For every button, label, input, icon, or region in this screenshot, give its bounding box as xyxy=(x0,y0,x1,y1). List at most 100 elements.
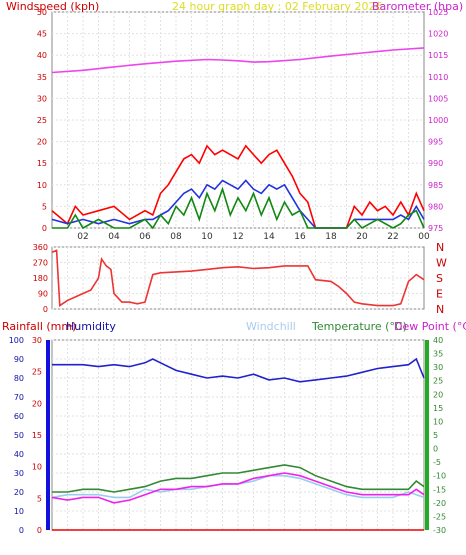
humidity-ticks: 0 10 20 30 40 50 60 70 80 90 100 xyxy=(9,336,24,535)
direction-ticks: 0 90 180 270 360 xyxy=(33,243,48,314)
wind-grid xyxy=(52,11,424,229)
y-tick-label: -20 xyxy=(433,499,446,508)
y-tick-label: 15 xyxy=(37,159,47,168)
dew-point-c-line xyxy=(51,472,425,504)
y-tick-label: 90 xyxy=(14,355,24,364)
y-tick-label: 25 xyxy=(37,116,47,125)
wind-average-line xyxy=(51,179,425,229)
temperature-ticks: -30 -25 -20 -15 -10 -5 0 5 10 15 20 25 30 35 40 xyxy=(433,336,446,535)
y-tick-label: 1020 xyxy=(428,30,448,39)
compass-label: N xyxy=(436,241,444,254)
y-tick-label: 30 xyxy=(14,469,24,478)
y-tick-label: -5 xyxy=(433,458,441,467)
y-tick-label: 20 xyxy=(37,138,47,147)
y-tick-label: 20 xyxy=(14,488,24,497)
y-tick-label: 30 xyxy=(37,94,47,103)
wind-x-ticks: 02 04 06 08 10 12 14 16 18 20 22 00 xyxy=(77,232,430,242)
graph-title: 24 hour graph day : 02 February 2026 xyxy=(172,0,383,13)
y-tick-label: 1015 xyxy=(428,51,448,60)
y-tick-label: 50 xyxy=(14,431,24,440)
x-tick-label: 00 xyxy=(418,232,430,242)
x-tick-label: 18 xyxy=(325,232,337,242)
temperature-axis-bar xyxy=(425,340,429,530)
y-tick-label: 35 xyxy=(37,73,47,82)
wind-left-ticks: 0 5 10 15 20 25 30 35 40 45 50 xyxy=(37,8,47,233)
y-tick-label: 985 xyxy=(428,181,443,190)
y-tick-label: 5 xyxy=(37,494,42,503)
y-tick-label: 35 xyxy=(433,350,443,359)
windchill-axis-label: Windchill xyxy=(246,320,296,333)
y-tick-label: 40 xyxy=(433,336,443,345)
wind-direction-line xyxy=(51,249,425,308)
y-tick-label: 30 xyxy=(433,363,443,372)
y-tick-label: 40 xyxy=(14,450,24,459)
x-tick-label: 14 xyxy=(263,232,275,242)
y-tick-label: -15 xyxy=(433,485,446,494)
y-tick-label: 30 xyxy=(32,336,42,345)
compass-label: E xyxy=(436,288,443,301)
rain-ticks: 0 5 10 15 20 25 30 xyxy=(32,336,42,535)
direction-series xyxy=(51,249,425,308)
y-tick-label: 1010 xyxy=(428,73,448,82)
y-tick-label: 1025 xyxy=(428,8,448,17)
temperature-c-line xyxy=(52,464,425,493)
y-tick-label: 40 xyxy=(37,51,47,60)
y-tick-label: 25 xyxy=(32,368,42,377)
y-tick-label: 995 xyxy=(428,138,443,147)
x-tick-label: 10 xyxy=(201,232,213,242)
y-tick-label: 0 xyxy=(37,526,42,535)
y-tick-label: 80 xyxy=(14,374,24,383)
temp-series xyxy=(51,357,425,531)
x-tick-label: 06 xyxy=(139,232,151,242)
humidity-axis-bar xyxy=(46,340,50,530)
wind-series xyxy=(51,47,425,230)
wind-speed-line xyxy=(52,186,425,230)
x-tick-label: 12 xyxy=(232,232,243,242)
compass-label: S xyxy=(436,272,443,285)
x-tick-label: 22 xyxy=(387,232,398,242)
x-tick-label: 02 xyxy=(77,232,88,242)
y-tick-label: 60 xyxy=(14,412,24,421)
y-tick-label: -30 xyxy=(433,526,446,535)
y-tick-label: 980 xyxy=(428,202,443,211)
y-tick-label: 10 xyxy=(37,181,47,190)
x-tick-label: 16 xyxy=(294,232,306,242)
y-tick-label: 1000 xyxy=(428,116,448,125)
y-tick-label: 10 xyxy=(433,417,443,426)
humidity-axis-label: Humidity xyxy=(66,320,116,333)
y-tick-label: -10 xyxy=(433,472,446,481)
y-tick-label: 360 xyxy=(33,243,48,252)
dewpoint-axis-label: Dew Point (°C) xyxy=(394,320,466,333)
y-tick-label: 0 xyxy=(433,445,438,454)
y-tick-label: 90 xyxy=(38,290,48,299)
wind-gust-line xyxy=(51,144,425,229)
y-tick-label: 1005 xyxy=(428,94,448,103)
direction-grid xyxy=(52,246,424,310)
x-tick-label: 04 xyxy=(108,232,120,242)
y-tick-label: 990 xyxy=(428,159,443,168)
y-tick-label: 5 xyxy=(433,431,438,440)
compass-label: N xyxy=(436,303,444,316)
humidity-line xyxy=(52,357,425,383)
y-tick-label: 15 xyxy=(32,431,42,440)
y-tick-label: 45 xyxy=(37,30,47,39)
y-tick-label: 10 xyxy=(14,507,24,516)
compass-label: W xyxy=(436,257,447,270)
y-tick-label: 180 xyxy=(33,274,48,283)
y-tick-label: 50 xyxy=(37,8,47,17)
x-tick-label: 08 xyxy=(170,232,182,242)
y-tick-label: 70 xyxy=(14,393,24,402)
y-tick-label: 20 xyxy=(32,399,42,408)
y-tick-label: 20 xyxy=(433,390,443,399)
y-tick-label: 0 xyxy=(43,305,48,314)
y-tick-label: 10 xyxy=(32,463,42,472)
y-tick-label: 975 xyxy=(428,224,443,233)
barometer-axis-label: Barometer (hpa) xyxy=(372,0,463,13)
y-tick-label: 0 xyxy=(42,224,47,233)
y-tick-label: 270 xyxy=(33,259,48,268)
